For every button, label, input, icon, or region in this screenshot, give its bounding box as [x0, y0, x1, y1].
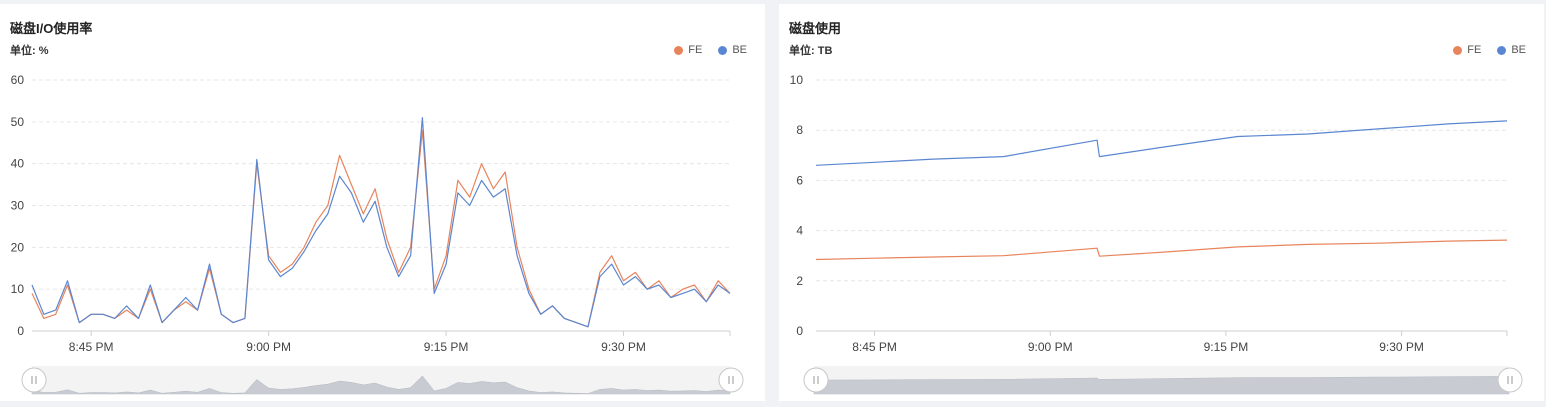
- y-tick-label: 30: [11, 199, 25, 213]
- legend-label: BE: [732, 44, 747, 56]
- y-tick-label: 50: [11, 115, 25, 129]
- disk-io-line-chart[interactable]: 0 10 20 30 40 50 60 8:45 PM 9:00 PM 9:15 PM 9:30 P…: [0, 4, 765, 401]
- y-tick-label: 4: [796, 224, 803, 238]
- legend-item-fe[interactable]: FE: [674, 44, 702, 56]
- legend-label: BE: [1511, 44, 1526, 56]
- x-tick-label: 8:45 PM: [69, 340, 114, 354]
- zoom-handle-right[interactable]: [1497, 367, 1523, 393]
- series-line-fe: [31, 129, 731, 328]
- legend-item-fe[interactable]: FE: [1453, 44, 1481, 56]
- legend-dot-icon: [1497, 45, 1507, 55]
- zoom-slider-preview: [813, 376, 1510, 395]
- zoom-handle-left[interactable]: [21, 367, 47, 393]
- legend-dot-icon: [674, 45, 684, 55]
- legend-dot-icon: [718, 45, 728, 55]
- series-line-be: [815, 120, 1508, 166]
- y-tick-label: 60: [11, 73, 25, 87]
- disk-usage-line-chart[interactable]: 0 2 4 6 8 10 8:45 PM 9:00 PM 9:15 PM 9:30 PM: [779, 4, 1544, 401]
- chart-legend: FE BE: [658, 44, 747, 56]
- x-tick-label: 9:00 PM: [246, 340, 291, 354]
- legend-dot-icon: [1453, 45, 1463, 55]
- legend-label: FE: [1467, 44, 1482, 56]
- y-tick-label: 0: [17, 324, 24, 338]
- y-tick-label: 2: [796, 274, 803, 288]
- y-tick-label: 10: [11, 282, 25, 296]
- y-tick-label: 10: [790, 73, 804, 87]
- x-tick-label: 9:00 PM: [1028, 340, 1073, 354]
- zoom-handle-right[interactable]: [718, 367, 744, 393]
- legend-item-be[interactable]: BE: [718, 44, 747, 56]
- y-tick-label: 20: [11, 240, 25, 254]
- zoom-handle-circle: [1497, 367, 1523, 393]
- zoom-handle-circle: [21, 367, 47, 393]
- panel-title: 磁盘使用: [789, 21, 842, 36]
- unit-label: 单位: TB: [789, 45, 833, 57]
- disk-io-usage-panel: 磁盘I/O使用率 单位: % FE BE 0 10 20 30 40 50 60 8:45 P…: [0, 4, 765, 401]
- unit-label: 单位: %: [10, 45, 49, 57]
- zoom-slider-preview: [31, 375, 731, 395]
- y-tick-label: 40: [11, 157, 25, 171]
- x-tick-label: 9:30 PM: [601, 340, 646, 354]
- y-tick-label: 0: [796, 324, 803, 338]
- panel-title: 磁盘I/O使用率: [10, 21, 93, 36]
- legend-item-be[interactable]: BE: [1497, 44, 1526, 56]
- zoom-handle-circle: [803, 367, 829, 393]
- chart-legend: FE BE: [1437, 44, 1526, 56]
- x-tick-label: 9:15 PM: [1204, 340, 1249, 354]
- x-tick-label: 9:15 PM: [424, 340, 469, 354]
- zoom-handle-left[interactable]: [803, 367, 829, 393]
- series-line-fe: [815, 239, 1508, 261]
- x-tick-label: 9:30 PM: [1379, 340, 1424, 354]
- x-tick-label: 8:45 PM: [852, 340, 897, 354]
- disk-usage-panel: 磁盘使用 单位: TB FE BE 0 2 4 6 8 10 8:45 PM 9:00 PM 9…: [779, 4, 1544, 401]
- legend-label: FE: [688, 44, 703, 56]
- y-tick-label: 6: [796, 173, 803, 187]
- series-line-be: [31, 117, 731, 328]
- zoom-handle-circle: [718, 367, 744, 393]
- y-tick-label: 8: [796, 123, 803, 137]
